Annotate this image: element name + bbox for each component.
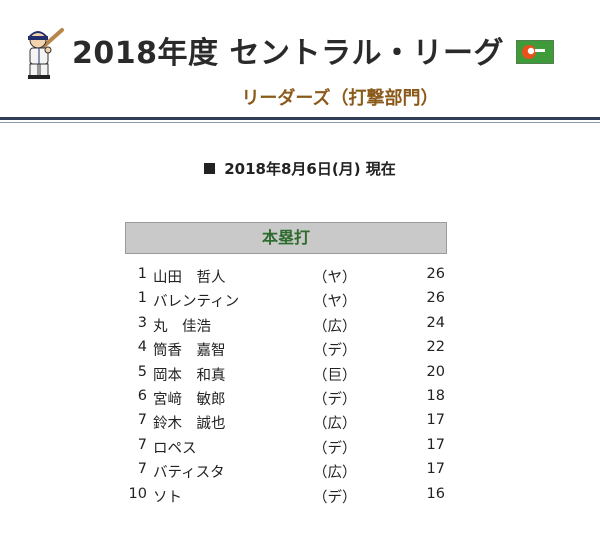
player-name: ロペス <box>153 440 197 457</box>
table-row: 7 鈴木 誠也 （広） 17 <box>125 412 455 436</box>
value-cell: 26 <box>426 266 445 282</box>
baseball-player-icon <box>28 28 64 79</box>
header-divider-thin <box>0 122 600 123</box>
value-cell: 26 <box>426 290 445 307</box>
value-cell: 20 <box>426 363 445 380</box>
team-cell: （広） <box>313 318 357 335</box>
as-of-date-text: 2018年8月6日(月) 現在 <box>224 160 396 178</box>
rank-cell: 1 <box>137 266 147 282</box>
rank-cell: 5 <box>137 363 147 380</box>
bullet-square-icon <box>204 163 216 174</box>
team-cell: （広） <box>313 416 357 433</box>
table-row: 7 バティスタ （広） 17 <box>125 461 455 485</box>
table-row: 10 ソト （デ） 16 <box>125 486 455 510</box>
table-row: 5 岡本 和真 （巨） 20 <box>125 364 455 388</box>
team-cell: （デ） <box>313 391 357 408</box>
rank-cell: 1 <box>137 290 147 307</box>
page-title: 2018年度 セントラル・リーグ <box>72 36 504 71</box>
table-row: 1 バレンティン （ヤ） 26 <box>125 290 455 314</box>
value-cell: 24 <box>426 314 445 331</box>
table-row: 1 山田 哲人 （ヤ） 26 <box>125 266 455 290</box>
value-cell: 18 <box>426 387 445 404</box>
player-name: 山田 哲人 <box>153 270 226 286</box>
value-cell: 16 <box>426 485 445 502</box>
team-cell: （巨） <box>313 367 357 384</box>
rank-cell: 7 <box>137 461 147 478</box>
player-name: バティスタ <box>153 465 225 482</box>
header: 2018年度 セントラル・リーグ リーダーズ（打撃部門） <box>0 0 600 120</box>
team-cell: （デ） <box>313 440 357 457</box>
table-row: 6 宮﨑 敏郎 （デ） 18 <box>125 388 455 412</box>
rank-cell: 10 <box>128 485 147 502</box>
value-cell: 22 <box>426 339 445 356</box>
table-row: 3 丸 佳浩 （広） 24 <box>125 315 455 339</box>
player-name: ソト <box>153 489 182 506</box>
player-name: 鈴木 誠也 <box>153 416 226 433</box>
value-cell: 17 <box>426 461 445 478</box>
leaders-table: 1 山田 哲人 （ヤ） 26 1 バレンティン （ヤ） 26 3 丸 佳浩 （広） 24 4 筒香 嘉智 （… <box>125 266 455 510</box>
rank-cell: 7 <box>137 412 147 429</box>
table-row: 4 筒香 嘉智 （デ） 22 <box>125 339 455 363</box>
rank-cell: 7 <box>137 436 147 453</box>
value-cell: 17 <box>426 412 445 429</box>
rank-cell: 3 <box>137 314 147 331</box>
player-name: 筒香 嘉智 <box>153 343 226 360</box>
team-cell: （デ） <box>313 343 357 360</box>
team-cell: （ヤ） <box>313 294 357 311</box>
page-subtitle: リーダーズ（打撃部門） <box>241 88 439 109</box>
league-flag-icon <box>516 40 554 64</box>
player-name: 丸 佳浩 <box>153 318 211 335</box>
as-of-date: 2018年8月6日(月) 現在 <box>0 158 600 179</box>
team-cell: （デ） <box>313 489 357 506</box>
category-header: 本塁打 <box>125 222 447 254</box>
rank-cell: 4 <box>137 339 147 356</box>
team-cell: （ヤ） <box>313 270 357 286</box>
rank-cell: 6 <box>137 387 147 404</box>
value-cell: 17 <box>426 436 445 453</box>
team-cell: （広） <box>313 465 357 482</box>
table-row: 7 ロペス （デ） 17 <box>125 437 455 461</box>
player-name: 宮﨑 敏郎 <box>153 391 226 408</box>
player-name: バレンティン <box>153 294 240 311</box>
header-divider <box>0 117 600 120</box>
player-name: 岡本 和真 <box>153 367 226 384</box>
